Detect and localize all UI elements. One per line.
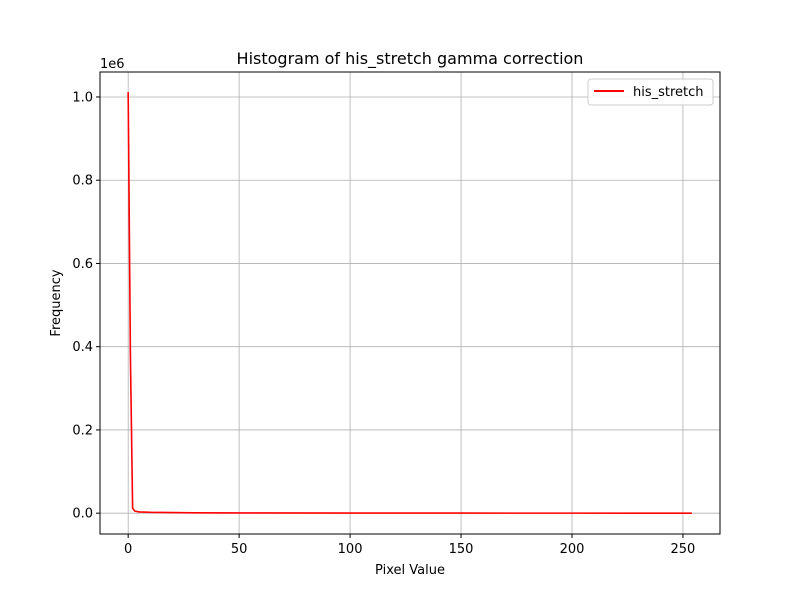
legend-box: [587, 78, 714, 106]
x-tick-label: 100: [338, 542, 363, 557]
series-lines: [127, 91, 692, 514]
x-tick-label: 0: [124, 542, 132, 557]
grid-lines: [100, 72, 720, 534]
y-axis-label: Frequency: [49, 269, 64, 336]
y-axis-offset-label: 1e6: [100, 57, 125, 72]
x-tick-label: 200: [560, 542, 585, 557]
x-tick-label: 50: [231, 542, 248, 557]
y-tick-label: 0.8: [72, 174, 93, 189]
plot-frame: [99, 71, 721, 535]
x-tick-label: 150: [449, 542, 474, 557]
y-tick-label: 0.6: [72, 257, 93, 272]
legend-label: his_stretch: [633, 85, 704, 100]
y-tick-label: 0.0: [72, 507, 93, 522]
series-line-his_stretch: [127, 91, 692, 514]
y-tick-label: 0.2: [72, 423, 93, 438]
y-tick-label: 1.0: [72, 90, 93, 105]
x-tick-label: 250: [671, 542, 696, 557]
chart-title: Histogram of his_stretch gamma correctio…: [237, 49, 584, 69]
y-axis-ticks: 0.0 0.2 0.4 0.6 0.8 1.0: [72, 90, 100, 522]
legend: his_stretch: [587, 78, 714, 106]
x-axis-ticks: 0 50 100 150 200 250: [124, 534, 695, 557]
y-tick-label: 0.4: [72, 340, 93, 355]
x-axis-label: Pixel Value: [375, 563, 445, 578]
